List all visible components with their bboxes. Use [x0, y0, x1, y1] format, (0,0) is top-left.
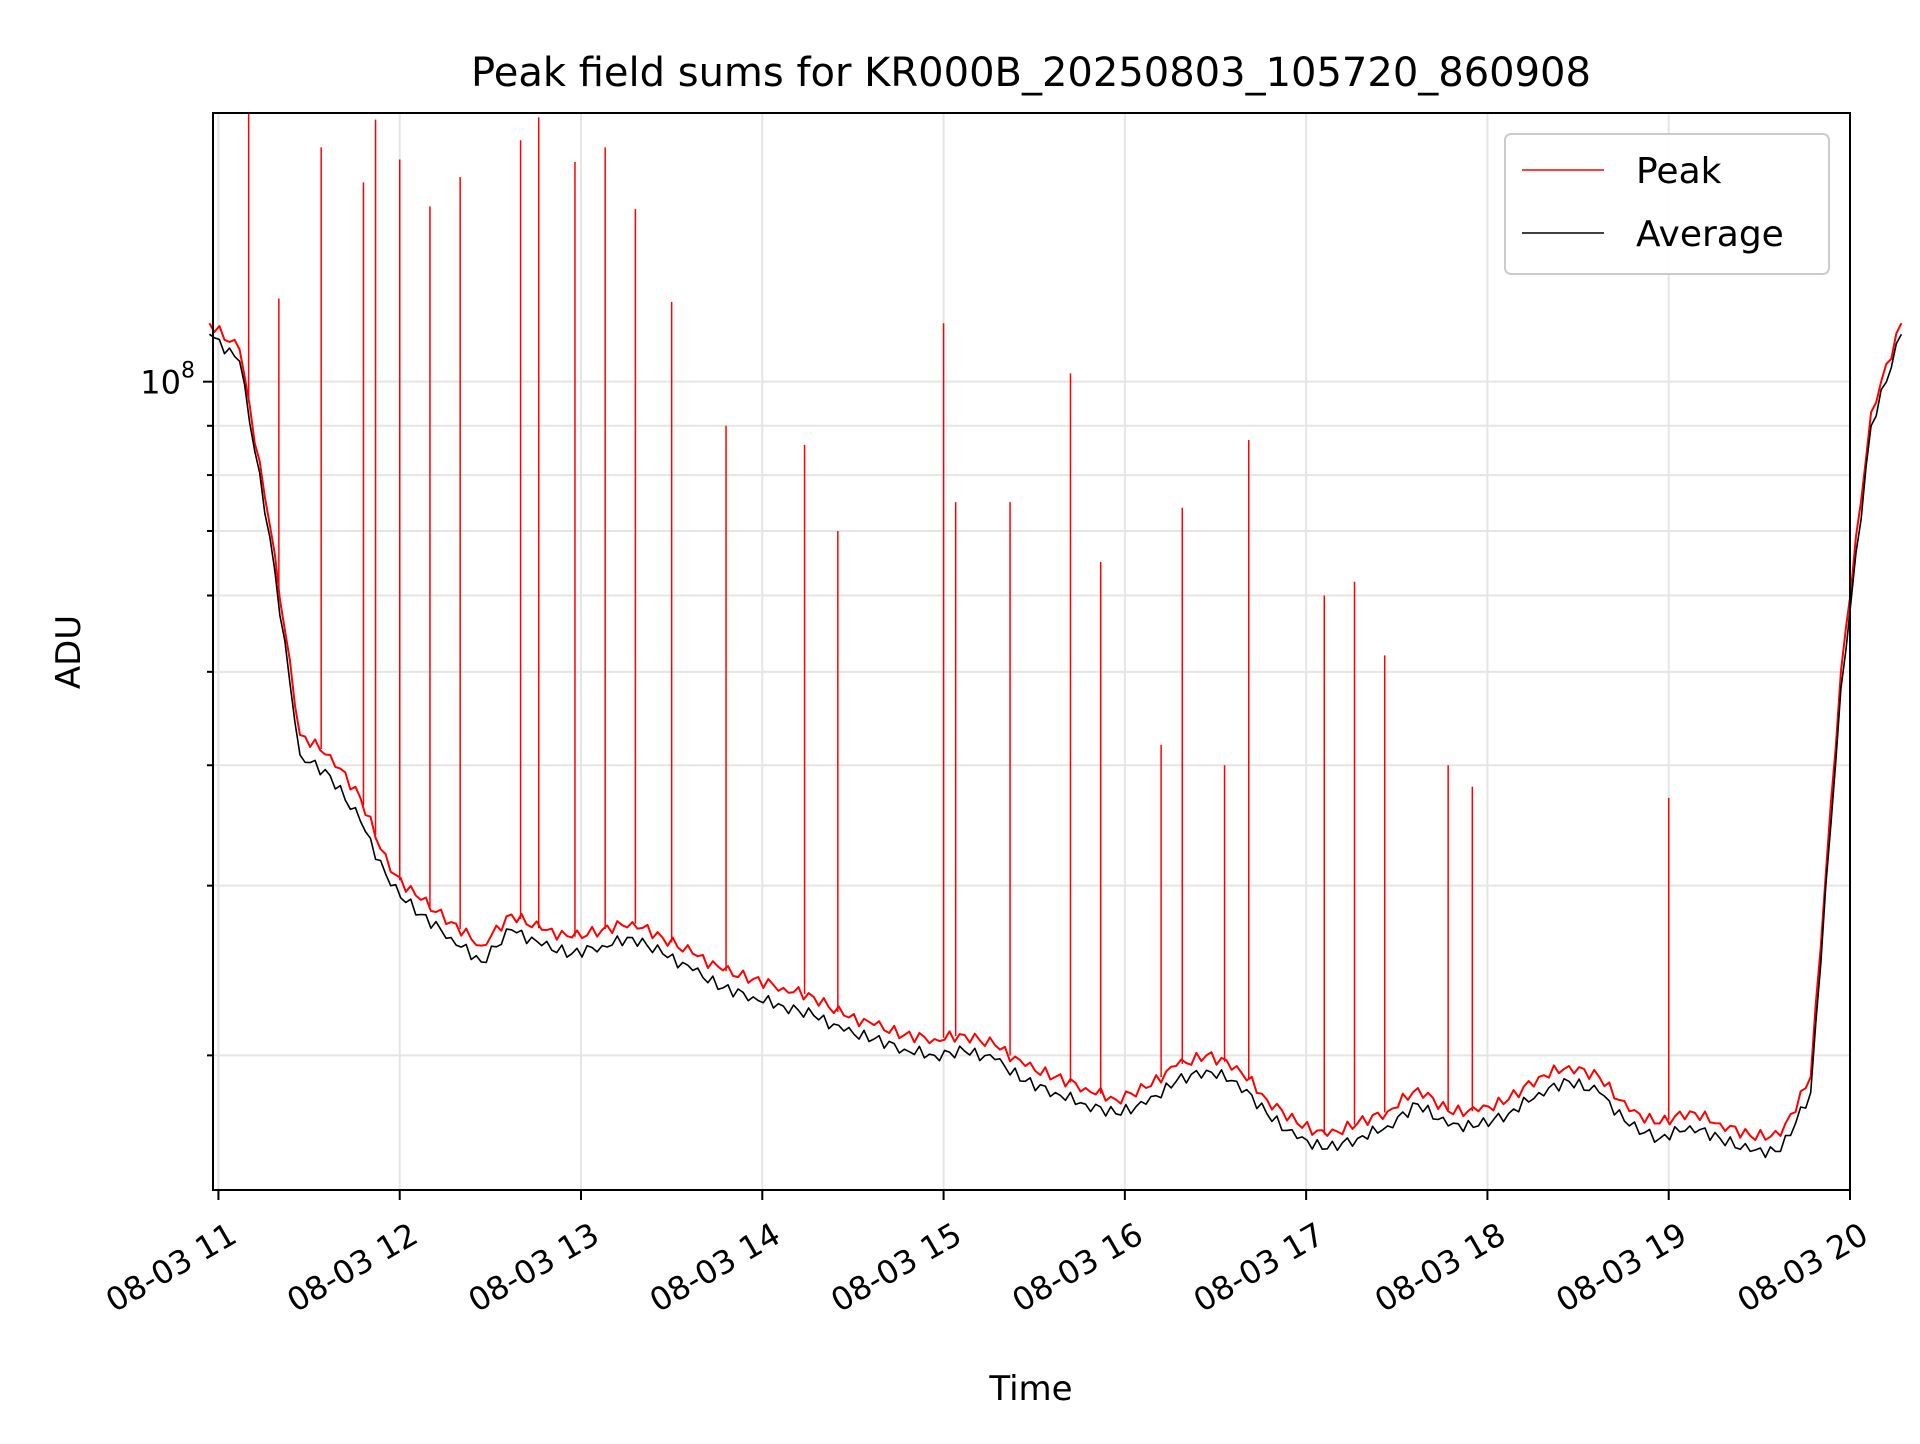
y-axis-ticks: 108	[140, 359, 213, 1057]
series-layer	[208, 113, 1903, 1159]
series-line-peak	[208, 322, 1903, 1141]
y-tick-exponent: 8	[181, 359, 195, 384]
y-axis-label: ADU	[49, 615, 89, 689]
chart-title: Peak field sums for KR000B_20250803_1057…	[471, 50, 1591, 96]
x-tick-label: 08-03 14	[643, 1215, 787, 1320]
plot-area-frame	[212, 112, 1851, 1191]
legend-label-average: Average	[1636, 214, 1784, 255]
x-tick-label: 08-03 11	[99, 1215, 243, 1320]
legend-box	[1504, 133, 1830, 275]
x-tick-label: 08-03 15	[824, 1215, 968, 1320]
x-tick-label: 08-03 16	[1006, 1215, 1150, 1320]
x-tick-label: 08-03 13	[462, 1215, 606, 1320]
legend: Peak Average	[1504, 133, 1830, 275]
x-axis-ticks: 08-03 11 08-03 12 08-03 13 08-03 14 08-03 15…	[99, 1190, 1874, 1320]
y-tick-base: 10	[140, 364, 181, 402]
x-tick-label: 08-03 20	[1731, 1215, 1875, 1320]
legend-label-peak: Peak	[1636, 151, 1722, 192]
x-tick-label: 08-03 12	[281, 1215, 425, 1320]
x-tick-label: 08-03 17	[1187, 1215, 1331, 1320]
x-axis-label: Time	[988, 1369, 1072, 1409]
x-tick-label: 08-03 18	[1368, 1215, 1512, 1320]
series-line-average	[208, 333, 1903, 1159]
x-tick-label: 08-03 19	[1550, 1215, 1694, 1320]
y-tick-label: 108	[140, 359, 195, 402]
